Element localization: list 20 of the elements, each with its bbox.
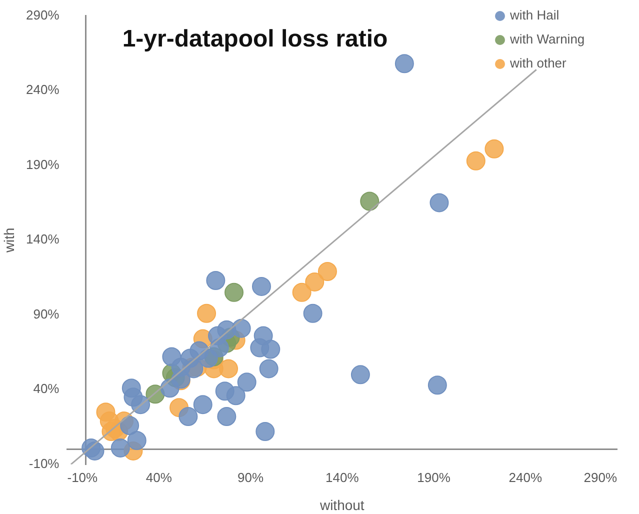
y-tick-label: 240% (26, 82, 60, 98)
y-tick-label: 190% (26, 156, 60, 172)
x-tick-label: 40% (146, 470, 172, 485)
y-tick-label: 40% (33, 381, 60, 396)
x-tick-label: 190% (417, 470, 451, 485)
x-tick-label: 90% (237, 470, 264, 485)
text: 1-yr-datapool loss ratio (122, 26, 388, 53)
legend-label: with Hail (509, 8, 560, 23)
y-tick-label: 290% (26, 7, 60, 22)
y-axis-title: with (0, 228, 17, 254)
y-tick-label: -10% (28, 456, 60, 471)
x-tick-label: 240% (508, 470, 542, 485)
y-tick-label: 90% (33, 306, 60, 322)
legend-label: with other (509, 56, 568, 71)
y-tick-label: 140% (26, 232, 60, 247)
x-axis-title: without (318, 496, 364, 513)
x-tick-label: 140% (326, 470, 360, 485)
x-tick-label: 290% (584, 470, 618, 485)
legend-label: with Warning (509, 32, 585, 47)
x-tick-label: -10% (67, 470, 98, 485)
